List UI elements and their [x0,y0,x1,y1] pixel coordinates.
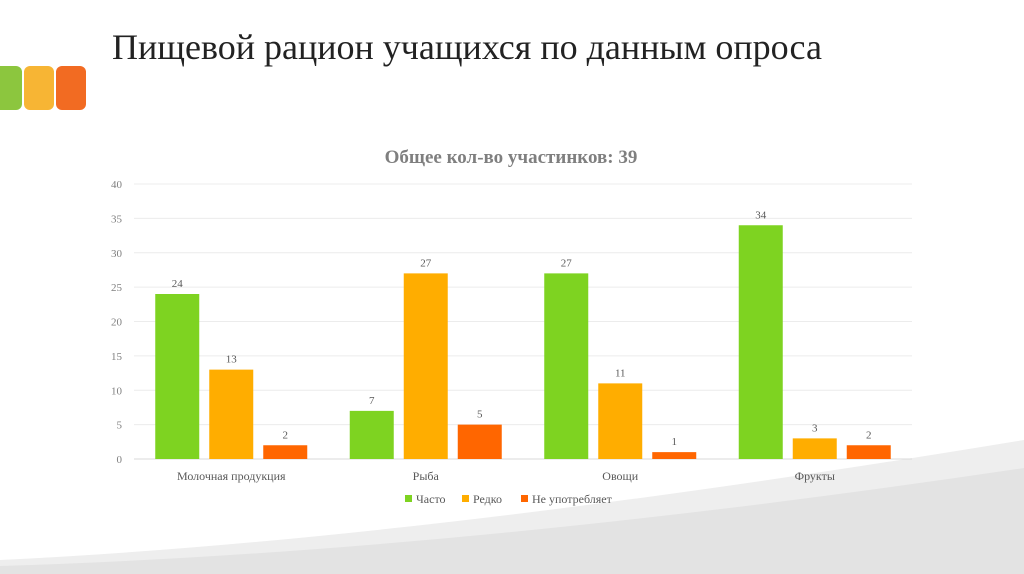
bar [544,273,589,459]
chart-title: Общее кол-во участинков: 39 [385,147,638,168]
y-tick-label: 5 [117,420,123,432]
y-tick-label: 30 [111,248,123,260]
bar [263,445,308,459]
data-label: 3 [812,422,818,434]
category-label: Фрукты [795,469,835,483]
data-label: 24 [172,278,184,290]
data-label: 7 [369,395,375,407]
legend: Часто Редко Не употребляет [405,492,613,506]
bar [349,410,394,459]
y-tick-label: 35 [111,213,123,225]
accent-squares [0,66,90,110]
slide-title: Пищевой рацион учащихся по данным опроса [112,27,822,67]
bar [403,273,448,459]
y-tick-label: 10 [111,385,123,397]
category-label: Овощи [602,469,638,483]
accent-square-green [0,66,22,110]
y-tick-label: 20 [111,317,123,329]
y-tick-label: 15 [111,351,123,363]
bar [846,445,891,459]
data-label: 5 [477,409,483,421]
legend-label: Не употребляет [532,492,613,506]
y-tick-label: 25 [111,282,123,294]
bar [738,225,783,459]
data-label: 11 [615,367,626,379]
data-label: 13 [226,354,238,366]
category-label: Молочная продукция [177,469,286,483]
bar [792,438,837,459]
category-label: Рыба [413,469,440,483]
data-label: 27 [420,257,432,269]
y-tick-label: 40 [111,179,123,191]
accent-square-orange [56,66,86,110]
data-label: 2 [283,429,289,441]
data-label: 27 [561,257,573,269]
bar [652,452,697,459]
bar [457,424,502,459]
accent-square-yellow [24,66,54,110]
legend-swatch [405,495,412,502]
data-label: 2 [866,429,872,441]
legend-label: Часто [416,492,446,506]
x-axis: Молочная продукция Рыба Овощи Фрукты [177,469,835,483]
bar [209,369,254,459]
bar [598,383,643,459]
y-axis: 0 5 10 15 20 25 30 35 40 [111,179,123,466]
bar [155,294,200,459]
legend-swatch [521,495,528,502]
data-label: 1 [672,436,678,448]
y-tick-label: 0 [117,454,123,466]
data-label: 34 [755,209,767,221]
legend-swatch [462,495,469,502]
legend-label: Редко [473,492,502,506]
